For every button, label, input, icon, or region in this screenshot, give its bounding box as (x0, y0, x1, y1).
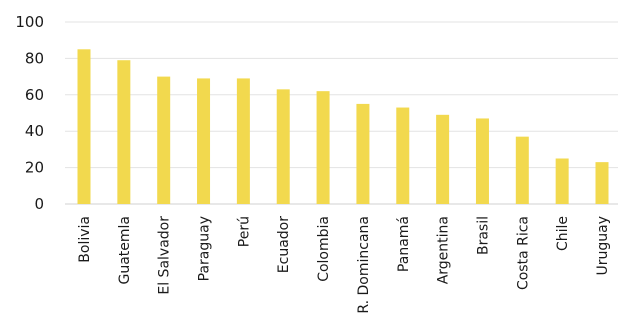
bars (77, 49, 609, 204)
bar-colombia (316, 91, 330, 204)
y-tick-label: 100 (15, 13, 44, 31)
y-axis-tick-labels: 0 20 40 60 80 100 (15, 13, 44, 213)
x-category-label: Ecuador (276, 216, 292, 273)
gridlines (65, 21, 618, 205)
bar-el-salvador (157, 76, 171, 204)
x-category-label: Argentina (436, 216, 452, 284)
bar-chile (555, 158, 569, 204)
bar-ecuador (276, 89, 290, 204)
bar-costa-rica (515, 136, 529, 204)
bar-guatemla (117, 60, 131, 204)
x-category-label: Panamá (396, 216, 412, 272)
x-category-label: El Salvador (157, 216, 173, 295)
x-category-label: Chile (555, 216, 571, 251)
bar-argentina (436, 114, 450, 204)
x-category-label: Paraguay (197, 216, 213, 281)
x-category-label: R. Domincana (356, 216, 372, 314)
bar-brasil (475, 118, 489, 204)
bar-panam (396, 107, 410, 204)
bar-bolivia (77, 49, 91, 204)
y-tick-label: 60 (25, 86, 44, 104)
bar-paraguay (197, 78, 211, 204)
x-category-label: Colombia (316, 216, 332, 282)
x-category-label: Guatemla (117, 216, 133, 285)
y-tick-label: 40 (25, 122, 44, 140)
bar-uruguay (595, 162, 609, 204)
y-tick-label: 0 (34, 195, 44, 213)
y-tick-label: 20 (25, 159, 44, 177)
x-category-label: Bolivia (77, 216, 93, 263)
bar-per (236, 78, 250, 204)
x-category-label: Perú (236, 216, 252, 247)
x-category-label: Uruguay (595, 216, 611, 276)
x-category-label: Costa Rica (515, 216, 531, 290)
bar-r-domincana (356, 103, 370, 204)
x-axis-category-labels: Bolivia Guatemla El Salvador Paraguay Perú Ec… (77, 216, 611, 314)
y-tick-label: 80 (25, 49, 44, 67)
x-category-label: Brasil (475, 216, 491, 255)
